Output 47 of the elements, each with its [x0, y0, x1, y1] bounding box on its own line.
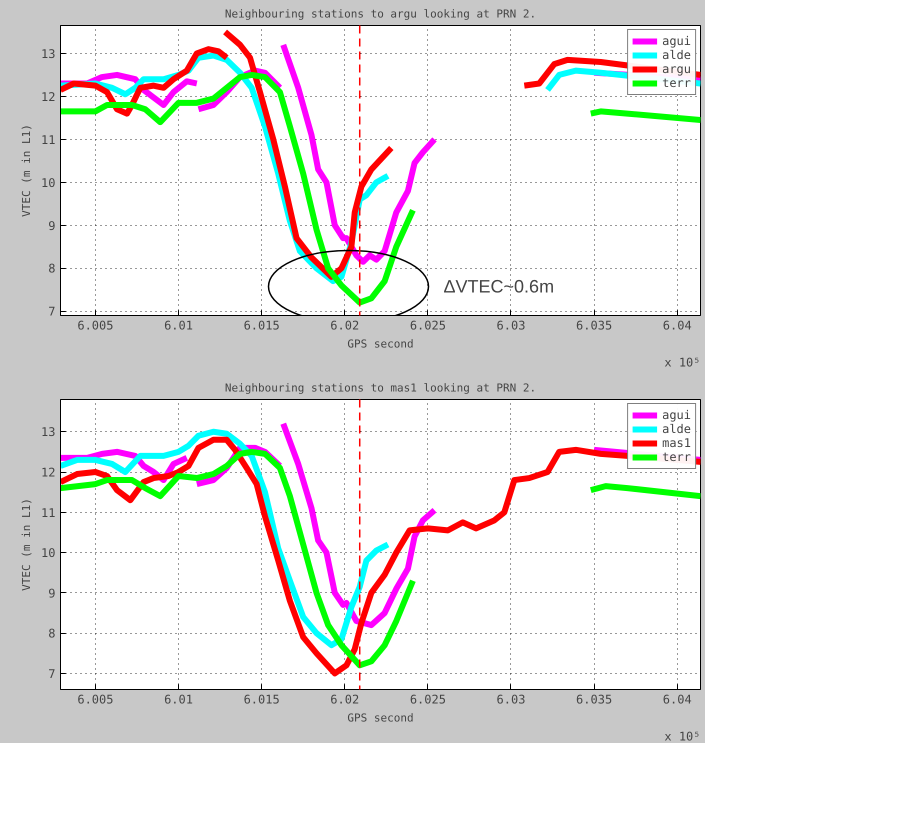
y-tick-label: 10	[41, 546, 56, 560]
x-tick-label: 6.005	[77, 692, 114, 706]
text: x 10⁵	[664, 356, 700, 370]
y-tick-label: 12	[41, 90, 56, 104]
chart-title: Neighbouring stations to argu looking at PRN 2.	[224, 8, 536, 20]
x-tick-label: 6.01	[164, 318, 193, 332]
y-tick-label: 8	[48, 262, 56, 276]
x-tick-label: 6.03	[496, 318, 526, 332]
legend-label: terr	[662, 450, 691, 464]
legend-label: terr	[662, 76, 691, 90]
y-tick-label: 11	[41, 132, 56, 147]
x-tick-label: 6.035	[576, 692, 612, 706]
y-tick-label: 11	[41, 506, 56, 520]
y-tick-label: 12	[41, 466, 56, 480]
y-tick-label: 8	[48, 626, 56, 641]
y-tick-label: 13	[41, 46, 56, 61]
x-tick-label: 6.04	[662, 318, 692, 332]
y-axis-title: VTEC (m in L1)	[20, 124, 34, 217]
x-tick-label: 6.035	[576, 318, 612, 332]
y-tick-label: 9	[48, 586, 56, 600]
legend-label: alde	[662, 48, 691, 62]
x-axis-title: GPS second	[347, 712, 414, 724]
x-tick-label: 6.015	[244, 318, 280, 332]
x-tick-label: 6.04	[662, 692, 692, 706]
y-tick-label: 7	[48, 666, 56, 681]
x-tick-label: 6.025	[410, 692, 446, 706]
series-label: argu	[662, 62, 691, 76]
legend-label: alde	[662, 422, 691, 436]
x-tick-label: 6.02	[330, 318, 360, 332]
x-tick-label: 6.01	[164, 692, 193, 706]
x-tick-label: 6.005	[77, 318, 114, 332]
chart-title: Neighbouring stations to mas1 looking at PRN 2.	[224, 382, 536, 394]
legend-label: agui	[662, 34, 691, 48]
y-tick-label: 9	[48, 218, 56, 233]
y-tick-label: 10	[41, 176, 56, 190]
y-tick-label: 13	[41, 425, 56, 440]
text: x 10⁵	[664, 730, 700, 744]
x-tick-label: 6.015	[244, 692, 280, 706]
y-tick-label: 7	[48, 304, 56, 319]
x-tick-label: 6.02	[330, 692, 360, 706]
x-tick-label: 6.025	[410, 318, 446, 332]
y-axis-title: VTEC (m in L1)	[20, 498, 34, 591]
legend-label: agui	[662, 408, 691, 422]
x-axis-title: GPS second	[347, 338, 414, 350]
x-tick-label: 6.03	[496, 692, 526, 706]
annotation: ΔVTEC~0.6m	[444, 276, 554, 296]
legend-label: mas1	[662, 436, 691, 450]
